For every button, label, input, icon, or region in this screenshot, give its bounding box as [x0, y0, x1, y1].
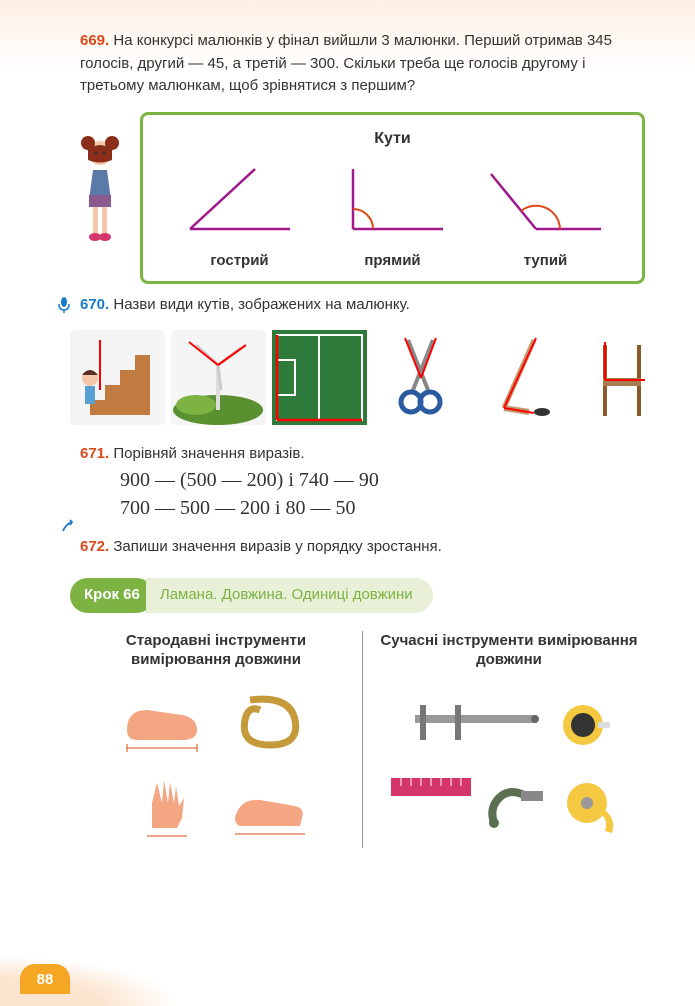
field-image — [272, 330, 367, 425]
measuring-tape-tool — [557, 768, 627, 848]
modern-tools-title: Сучасні інструменти вимірювання довжини — [373, 631, 645, 670]
arm-tool — [220, 768, 320, 848]
problem-text: Запиши значення виразів у порядку зроста… — [113, 538, 441, 555]
rope-tool — [220, 680, 320, 760]
chair-image — [575, 330, 670, 425]
angle-label: гострий — [163, 250, 316, 273]
hand-tool — [112, 768, 212, 848]
angle-right: прямий — [316, 159, 469, 273]
windmill-image — [171, 330, 266, 425]
ancient-tools-column: Стародавні інструменти вимірювання довжи… — [80, 631, 352, 848]
arrow-icon — [60, 518, 76, 534]
ancient-tools-title: Стародавні інструменти вимірювання довжи… — [80, 631, 352, 670]
problem-number: 669. — [80, 32, 109, 49]
expression-2: 700 — 500 — 200 і 80 — 50 — [120, 494, 645, 522]
angles-row: гострий прямий тупий — [163, 159, 622, 273]
ruler-tool — [391, 768, 471, 808]
problem-number: 672. — [80, 538, 109, 555]
problem-671: 671. Порівняй значення виразів. 900 — (5… — [80, 443, 645, 522]
problem-number: 670. — [80, 296, 109, 313]
problem-669: 669. На конкурсі малюнків у фінал вийшли… — [80, 30, 645, 98]
foot-tool — [112, 680, 212, 760]
angle-acute: гострий — [163, 159, 316, 273]
microphone-icon — [55, 296, 73, 314]
column-divider — [362, 631, 363, 848]
step-badge: Крок 66 — [70, 578, 154, 613]
problem-672: 672. Запиши значення виразів у порядку з… — [80, 536, 645, 559]
tape-measure-tool — [553, 680, 613, 760]
stairs-image — [70, 330, 165, 425]
tools-section: Стародавні інструменти вимірювання довжи… — [80, 631, 645, 848]
girl-character — [73, 135, 128, 245]
angles-title: Кути — [163, 127, 622, 151]
scissors-image — [373, 330, 468, 425]
modern-tools-grid — [373, 680, 645, 848]
step-header: Крок 66 Ламана. Довжина. Одиниці довжини — [70, 578, 645, 613]
angle-label: прямий — [316, 250, 469, 273]
angle-obtuse: тупий — [469, 159, 622, 273]
modern-tools-column: Сучасні інструменти вимірювання довжини — [373, 631, 645, 848]
problem-670: 670. Назви види кутів, зображених на мал… — [80, 294, 645, 317]
caliper-tool — [405, 680, 545, 760]
angle-examples-row — [70, 330, 645, 425]
problem-text: Порівняй значення виразів. — [113, 445, 304, 462]
problem-text: Назви види кутів, зображених на малюнку. — [113, 296, 409, 313]
step-title: Ламана. Довжина. Одиниці довжини — [146, 578, 433, 613]
hockey-stick-image — [474, 330, 569, 425]
micrometer-tool — [479, 768, 549, 848]
page-number: 88 — [20, 964, 70, 994]
page-content: 669. На конкурсі малюнків у фінал вийшли… — [0, 0, 695, 848]
problem-text: На конкурсі малюнків у фінал вийшли 3 ма… — [80, 32, 612, 94]
problem-number: 671. — [80, 445, 109, 462]
ancient-tools-grid — [80, 680, 352, 848]
angle-label: тупий — [469, 250, 622, 273]
angles-info-box: Кути гострий прямий — [140, 112, 645, 284]
expression-1: 900 — (500 — 200) і 740 — 90 — [120, 466, 645, 494]
